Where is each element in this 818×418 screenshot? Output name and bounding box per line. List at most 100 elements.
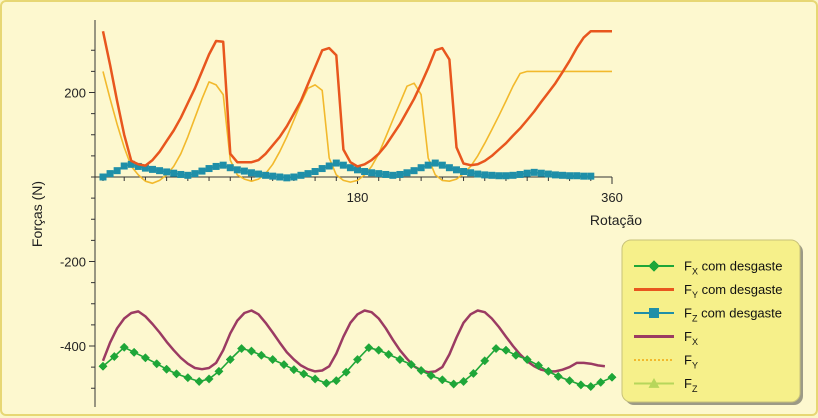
- data-point-fx-com-desgaste: [565, 376, 575, 386]
- data-point-fz-com-desgaste: [226, 164, 234, 172]
- data-point-fz-com-desgaste: [580, 172, 588, 180]
- data-point-fx-com-desgaste: [395, 354, 405, 365]
- data-point-fz-com-desgaste: [127, 160, 135, 168]
- data-point-fz-com-desgaste: [573, 172, 581, 180]
- data-point-fz-com-desgaste: [530, 168, 538, 176]
- data-point-fx-com-desgaste: [162, 364, 172, 374]
- data-point-fz-com-desgaste: [205, 165, 213, 173]
- data-point-fz-com-desgaste: [233, 166, 241, 174]
- data-point-fz-com-desgaste: [361, 168, 369, 176]
- series-fx-com-desgaste: [98, 342, 617, 392]
- data-point-fx-com-desgaste: [299, 369, 309, 379]
- data-point-fz-com-desgaste: [368, 169, 376, 177]
- data-point-fx-com-desgaste: [491, 343, 501, 354]
- data-point-fx-com-desgaste: [458, 376, 469, 387]
- data-point-fz-com-desgaste: [332, 159, 340, 167]
- data-point-fz-com-desgaste: [417, 164, 425, 172]
- data-point-fx-com-desgaste: [449, 379, 459, 389]
- data-point-fz-com-desgaste: [269, 172, 277, 180]
- data-point-fz-com-desgaste: [283, 174, 291, 182]
- data-point-fz-com-desgaste: [382, 170, 390, 178]
- data-point-fz-com-desgaste: [516, 170, 524, 178]
- data-point-fz-com-desgaste: [311, 168, 319, 176]
- data-point-fx-com-desgaste: [501, 345, 511, 355]
- legend-label: FZ: [684, 376, 698, 394]
- data-point-fx-com-desgaste: [352, 354, 363, 365]
- data-point-fx-com-desgaste: [586, 382, 596, 392]
- data-point-fz-com-desgaste: [120, 162, 128, 170]
- data-point-fx-com-desgaste: [204, 374, 214, 384]
- legend-label: FZ com desgaste: [684, 306, 782, 324]
- data-point-fx-com-desgaste: [171, 369, 182, 379]
- y-axis-title: Forças (N): [29, 181, 45, 247]
- data-point-fz-com-desgaste: [389, 171, 397, 179]
- data-point-fx-com-desgaste: [268, 354, 278, 365]
- data-point-fz-com-desgaste: [502, 172, 510, 180]
- data-point-fx-com-desgaste: [225, 354, 235, 365]
- data-point-fx-com-desgaste: [576, 380, 586, 390]
- data-point-fx-com-desgaste: [416, 365, 426, 376]
- data-point-fz-com-desgaste: [452, 166, 460, 174]
- data-point-fz-com-desgaste: [396, 170, 404, 178]
- data-point-fz-com-desgaste: [410, 167, 418, 175]
- x-tick-label-180: 180: [347, 190, 369, 205]
- data-point-fx-com-desgaste: [468, 368, 478, 379]
- data-point-fz-com-desgaste: [106, 170, 114, 178]
- data-point-fz-com-desgaste: [438, 161, 446, 169]
- data-point-fz-com-desgaste: [198, 167, 206, 175]
- data-point-fx-com-desgaste: [596, 377, 606, 387]
- data-point-fz-com-desgaste: [290, 173, 298, 181]
- data-point-fz-com-desgaste: [551, 171, 559, 179]
- data-point-fz-com-desgaste: [346, 164, 354, 172]
- data-point-fz-com-desgaste: [191, 170, 199, 178]
- x-axis-title: Rotação: [590, 212, 642, 228]
- data-point-fz-com-desgaste: [460, 168, 468, 176]
- data-point-fx-com-desgaste: [321, 378, 331, 388]
- series-line-fz-com-desgaste: [102, 162, 591, 179]
- data-point-fz-com-desgaste: [113, 167, 121, 175]
- data-point-fz-com-desgaste: [537, 169, 545, 177]
- data-point-fz-com-desgaste: [587, 172, 595, 180]
- series-fx: [101, 309, 606, 374]
- data-point-fx-com-desgaste: [511, 350, 521, 360]
- data-point-fz-com-desgaste: [148, 165, 156, 173]
- data-point-fz-com-desgaste: [134, 162, 142, 170]
- data-point-fz-com-desgaste: [255, 170, 263, 178]
- data-point-fz-com-desgaste: [276, 173, 284, 181]
- data-point-fx-com-desgaste: [194, 376, 204, 387]
- data-point-fx-com-desgaste: [109, 352, 119, 362]
- data-point-fx-com-desgaste: [214, 366, 224, 376]
- data-point-fx-com-desgaste: [426, 371, 436, 381]
- data-point-fz-com-desgaste: [375, 170, 383, 178]
- legend-item-fx-com-desgaste: FX com desgaste: [634, 259, 783, 277]
- data-point-fx-com-desgaste: [119, 342, 129, 352]
- series-line-fy: [102, 70, 612, 185]
- series-line-fx: [101, 309, 606, 374]
- data-point-fx-com-desgaste: [553, 371, 563, 381]
- data-point-fz-com-desgaste: [566, 172, 574, 180]
- data-point-fx-com-desgaste: [331, 376, 341, 386]
- legend-label: FY com desgaste: [684, 282, 783, 300]
- legend-swatch-marker: [648, 260, 660, 272]
- data-point-fx-com-desgaste: [237, 343, 247, 354]
- data-point-fx-com-desgaste: [522, 354, 532, 365]
- data-point-fz-com-desgaste: [339, 161, 347, 169]
- data-point-fx-com-desgaste: [256, 350, 266, 360]
- data-point-fz-com-desgaste: [325, 162, 333, 170]
- data-point-fx-com-desgaste: [246, 346, 257, 356]
- data-point-fx-com-desgaste: [341, 367, 351, 377]
- legend-item-fz-com-desgaste: FZ com desgaste: [634, 306, 782, 324]
- data-point-fz-com-desgaste: [156, 167, 164, 175]
- data-point-fx-com-desgaste: [279, 360, 289, 370]
- series-fy: [102, 70, 612, 185]
- x-tick-label-360: 360: [601, 190, 623, 205]
- data-point-fz-com-desgaste: [240, 167, 248, 175]
- data-point-fz-com-desgaste: [219, 161, 227, 169]
- data-point-fz-com-desgaste: [177, 170, 185, 178]
- data-point-fz-com-desgaste: [297, 171, 305, 179]
- legend-label: FX com desgaste: [684, 259, 783, 277]
- data-point-fz-com-desgaste: [354, 166, 361, 174]
- legend-item-fz: FZ: [634, 376, 698, 394]
